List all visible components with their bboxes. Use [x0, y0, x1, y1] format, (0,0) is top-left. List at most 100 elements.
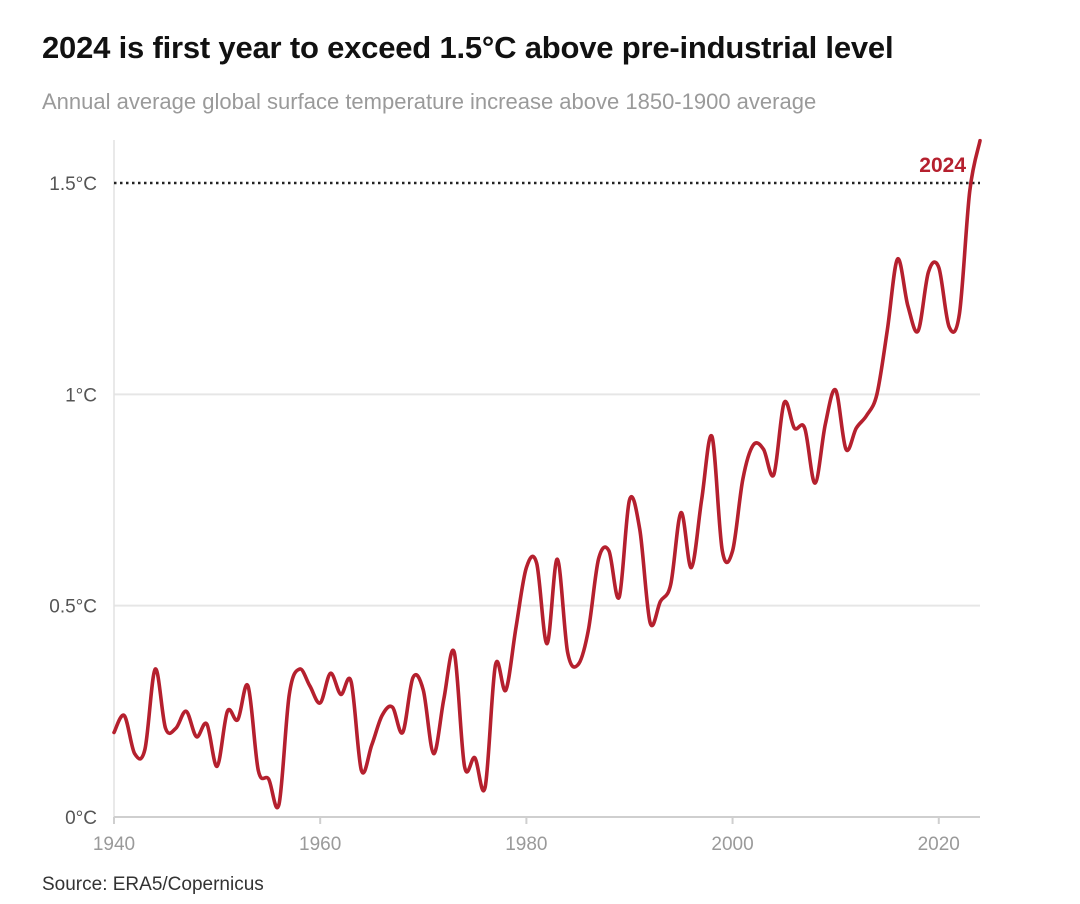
x-tick-label: 2000: [711, 834, 753, 855]
data-point-1970: [422, 688, 426, 692]
data-point-2017: [906, 304, 910, 308]
y-tick-labels: 0°C 0.5°C 1°C 1.5°C: [49, 174, 97, 829]
data-point-2007: [803, 426, 807, 430]
data-point-1964: [360, 769, 364, 773]
data-point-2020: [937, 266, 941, 270]
data-point-1969: [411, 676, 415, 680]
data-point-1961: [329, 672, 333, 676]
data-point-1986: [586, 629, 590, 633]
data-point-2013: [865, 414, 869, 418]
data-point-1987: [597, 557, 601, 561]
data-point-1967: [391, 705, 395, 709]
data-point-1958: [298, 667, 302, 671]
data-point-2023: [968, 190, 972, 194]
data-point-1942: [133, 752, 137, 756]
data-point-1944: [153, 667, 157, 671]
data-point-1975: [473, 756, 477, 760]
data-point-2014: [875, 393, 879, 397]
data-point-1945: [164, 726, 168, 730]
data-point-1980: [525, 566, 529, 570]
x-tick-label: 1980: [505, 834, 547, 855]
annotation-2024: 2024: [919, 154, 966, 177]
data-point-2021: [947, 325, 951, 329]
data-point-2008: [813, 481, 817, 485]
data-point-1954: [257, 769, 261, 773]
data-point-1988: [607, 549, 611, 553]
y-tick-label: 0°C: [65, 808, 97, 829]
data-point-1999: [721, 549, 725, 553]
data-point-1989: [617, 595, 621, 599]
data-point-1950: [215, 765, 219, 769]
data-point-2024: [978, 139, 982, 143]
data-point-1941: [123, 714, 127, 718]
data-point-1966: [380, 714, 384, 718]
data-point-1998: [710, 435, 714, 439]
grid-lines: [114, 393, 980, 607]
data-point-1959: [308, 684, 312, 688]
data-point-1992: [648, 621, 652, 625]
y-tick-label: 0.5°C: [49, 597, 97, 618]
data-point-2019: [927, 270, 931, 274]
data-point-1952: [236, 718, 240, 722]
data-point-1956: [277, 803, 281, 807]
data-point-1972: [442, 697, 446, 701]
x-tick-label: 1940: [93, 834, 135, 855]
data-point-1981: [535, 562, 539, 566]
data-point-1968: [401, 731, 405, 735]
data-point-2001: [741, 477, 745, 481]
data-point-1996: [690, 566, 694, 570]
data-point-2005: [782, 401, 786, 405]
data-point-1948: [195, 735, 199, 739]
data-point-1973: [452, 650, 456, 654]
data-point-1978: [504, 688, 508, 692]
data-point-1951: [226, 710, 230, 714]
data-point-1997: [700, 498, 704, 502]
data-point-1960: [318, 701, 322, 705]
data-point-1995: [679, 511, 683, 515]
source-note: Source: ERA5/Copernicus: [42, 874, 264, 895]
data-point-1955: [267, 777, 271, 781]
chart-title: 2024 is first year to exceed 1.5°C above…: [42, 30, 894, 65]
data-point-1985: [576, 663, 580, 667]
data-point-2015: [885, 329, 889, 333]
x-tick-label: 1960: [299, 834, 341, 855]
data-point-1976: [483, 786, 487, 790]
data-point-1984: [566, 650, 570, 654]
x-tick-label: 2020: [918, 834, 960, 855]
data-point-1947: [184, 710, 188, 714]
data-point-1962: [339, 693, 343, 697]
data-point-1963: [349, 680, 353, 684]
data-point-2022: [958, 312, 962, 316]
data-point-1971: [432, 752, 436, 756]
chart-subtitle: Annual average global surface temperatur…: [42, 89, 817, 114]
data-point-2009: [824, 422, 828, 426]
data-point-1953: [246, 684, 250, 688]
data-point-2011: [844, 448, 848, 452]
data-point-1965: [370, 743, 374, 747]
x-tick-labels: 1940 1960 1980 2000 2020: [93, 834, 960, 855]
data-point-1940: [112, 731, 116, 735]
data-point-1977: [494, 663, 498, 667]
data-point-2018: [916, 329, 920, 333]
data-point-1979: [514, 625, 518, 629]
x-tick-marks: [113, 817, 940, 824]
data-point-1982: [545, 642, 549, 646]
data-point-1983: [556, 557, 560, 561]
data-point-1943: [143, 748, 147, 752]
data-point-1946: [174, 726, 178, 730]
data-point-1949: [205, 722, 209, 726]
data-point-1990: [628, 498, 632, 502]
data-point-2003: [762, 448, 766, 452]
data-point-2012: [855, 426, 859, 430]
data-point-1991: [638, 528, 642, 532]
data-point-2000: [731, 549, 735, 553]
data-point-1974: [463, 765, 467, 769]
y-tick-label: 1°C: [65, 385, 97, 406]
data-point-2016: [896, 257, 900, 261]
data-point-2004: [772, 473, 776, 477]
y-tick-label: 1.5°C: [49, 174, 97, 195]
temperature-series-line: [112, 138, 982, 810]
data-point-1994: [669, 583, 673, 587]
data-point-2006: [793, 426, 797, 430]
